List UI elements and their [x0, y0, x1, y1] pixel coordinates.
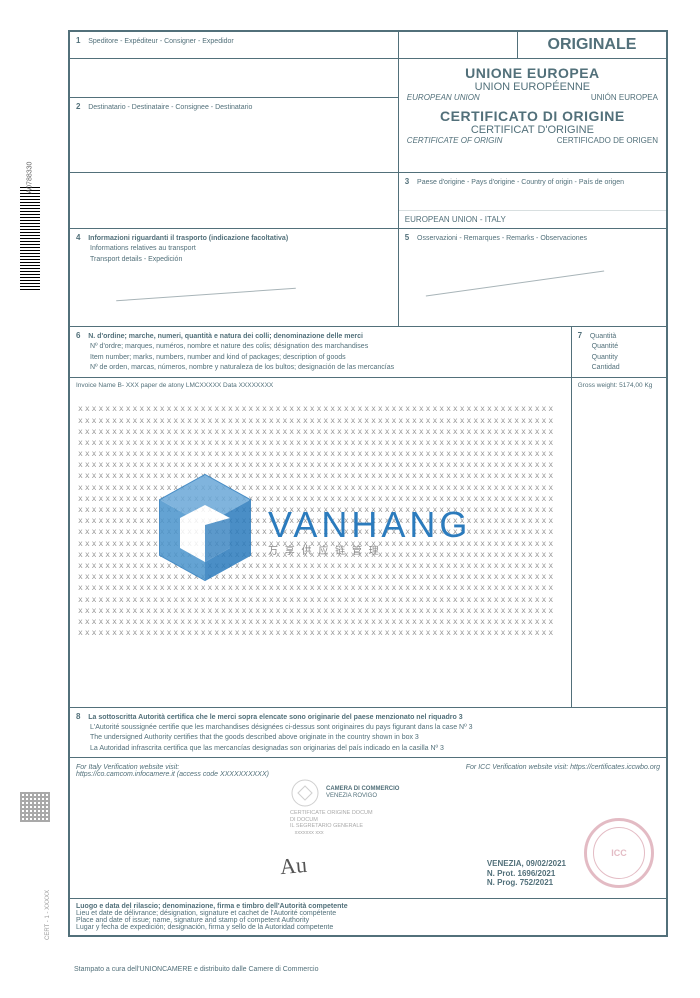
redacted-goods-block: xxxxxxxxxxxxxxxxxxxxxxxxxxxxxxxxxxxxxxxx…: [70, 393, 571, 648]
qr-code: [20, 792, 50, 822]
chamber-logo-icon: [290, 778, 320, 808]
box2-num: 2: [76, 102, 86, 111]
officer-block: CERTIFICATE ORIGINE DOCUMDI DOCUMIL SEGR…: [290, 810, 373, 836]
box7-l2: Quantité: [592, 343, 618, 350]
barcode-number: A0788330: [27, 174, 34, 194]
box8-l3: The undersigned Authority certifies that…: [90, 734, 419, 741]
signature: Au: [279, 852, 308, 880]
box8-num: 8: [76, 712, 86, 721]
box7-l4: Cantidad: [592, 364, 620, 371]
verif-l1: For Italy Verification website visit:: [76, 764, 269, 771]
union-title-en: EUROPEAN UNION: [407, 93, 480, 102]
box8-l4: La Autoridad infrascrita certifica que l…: [90, 745, 444, 752]
box6-num: 6: [76, 331, 86, 340]
footer-l2: Lieu et date de délivrance; désignation,…: [76, 910, 336, 917]
bottom-print-line: Stampato a cura dell'UNIONCAMERE e distr…: [68, 962, 324, 977]
box7-l3: Quantity: [592, 354, 618, 361]
box8-l2: L'Autorité soussignée certifie que les m…: [90, 724, 473, 731]
originale-label: ORIGINALE: [517, 32, 666, 58]
icc-seal-icon: ICC: [584, 818, 654, 888]
issue-prog: N. Prog. 752/2021: [487, 878, 566, 888]
verif-l3: For ICC Verification website visit: http…: [466, 764, 660, 778]
box7-l1: Quantità: [590, 333, 616, 340]
box3-label: Paese d'origine - Pays d'origine - Count…: [417, 179, 624, 186]
side-print-info: CERT - 1 - XXXXX: [45, 890, 51, 940]
box6-subhead: Invoice Name B- XXX paper de atony LMCXX…: [70, 378, 571, 394]
issue-place: VENEZIA, 09/02/2021: [487, 859, 566, 869]
footer-l4: Lugar y fecha de expedición; designación…: [76, 924, 333, 931]
cert-title-fr: CERTIFICAT D'ORIGINE: [407, 124, 658, 136]
box8-l1: La sottoscritta Autorità certifica che l…: [88, 714, 462, 721]
cert-title-es: CERTIFICADO DE ORIGEN: [557, 136, 658, 145]
box3-value: EUROPEAN UNION - ITALY: [405, 215, 506, 224]
camera-l1: CAMERA DI COMMERCIO: [326, 786, 399, 793]
union-title-fr: UNION EUROPÉENNE: [407, 81, 658, 93]
box6-l4: Nº de orden, marcas, números, nombre y n…: [90, 364, 394, 371]
footer-l3: Place and date of issue; name, signature…: [76, 917, 309, 924]
box1-label: Speditore - Expéditeur - Consigner - Exp…: [88, 38, 234, 45]
camera-l2: VENEZIA ROVIGO: [326, 793, 399, 800]
box1-num: 1: [76, 36, 86, 45]
box5-label: Osservazioni - Remarques - Remarks - Obs…: [417, 235, 587, 242]
box6-l3: Item number; marks, numbers, number and …: [90, 354, 346, 361]
box4-l2: Informations relatives au transport: [90, 245, 196, 252]
box7-value: Gross weight: 5174,00 Kg: [578, 382, 660, 390]
cert-title-it: CERTIFICATO DI ORIGINE: [407, 108, 658, 124]
certificate-form: 1 Speditore - Expéditeur - Consigner - E…: [68, 30, 668, 937]
box4-l3: Transport details - Expedición: [90, 256, 182, 263]
union-title-es: UNIÓN EUROPEA: [591, 93, 658, 102]
box6-l2: Nº d'ordre; marques, numéros, nombre et …: [90, 343, 368, 350]
verif-l2: https://co.camcom.infocamere.it (access …: [76, 771, 269, 778]
box5-num: 5: [405, 233, 415, 242]
box4-num: 4: [76, 233, 86, 242]
box6-l1: N. d'ordine; marche, numeri, quantità e …: [88, 333, 363, 340]
box7-num: 7: [578, 331, 588, 340]
footer-l1: Luogo e data del rilascio; denominazione…: [76, 903, 348, 910]
box4-l1: Informazioni riguardanti il trasporto (i…: [88, 235, 288, 242]
union-title-it: UNIONE EUROPEA: [407, 65, 658, 81]
barcode-sidebar: A0788330: [20, 160, 40, 290]
box3-num: 3: [405, 177, 415, 186]
box2-label: Destinatario - Destinataire - Consignee …: [88, 104, 252, 111]
barcode-bars: [20, 187, 40, 290]
issue-prot: N. Prot. 1696/2021: [487, 869, 566, 879]
cert-title-en: CERTIFICATE OF ORIGIN: [407, 136, 503, 145]
